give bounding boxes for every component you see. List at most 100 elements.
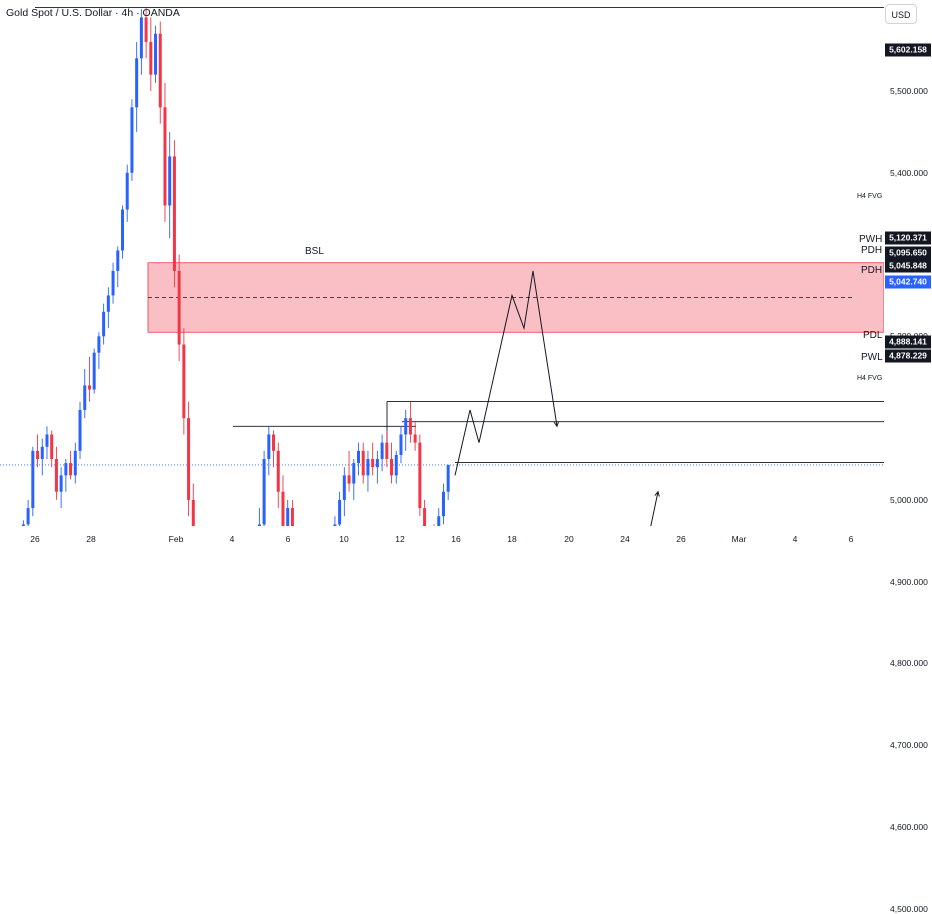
currency-button[interactable]: USD: [885, 4, 917, 24]
candle-body: [390, 459, 394, 476]
pdh-upper-label: PDH: [861, 245, 882, 256]
time-axis-label: 4: [229, 534, 235, 544]
fvg-bottom-label: H4 FVG: [857, 375, 882, 382]
time-axis[interactable]: [0, 526, 884, 550]
candle-body: [357, 450, 360, 464]
candle-body: [333, 524, 337, 526]
price-level-tag: 5,120.371: [885, 231, 931, 245]
price-chart[interactable]: BSL PWH PDH PDH PDL PWL H4 FVG H4 FVG: [0, 0, 884, 526]
price-tick-label: 4,700.000: [890, 740, 928, 751]
projection-arrowhead: [654, 490, 660, 497]
candle-body: [290, 508, 294, 526]
chart-area[interactable]: BSL PWH PDH PDH PDL PWL H4 FVG H4 FVG Go…: [0, 0, 884, 526]
pwh-label: PWH: [859, 234, 882, 245]
candle-body: [380, 442, 384, 460]
price-level-tag: 5,045.848: [885, 259, 931, 273]
candle-body: [441, 491, 445, 517]
time-axis-label: 6: [848, 534, 854, 544]
candle-body: [26, 508, 30, 525]
candle-body: [276, 450, 280, 492]
time-axis-label: Feb: [168, 534, 184, 544]
candle-body: [338, 499, 342, 525]
price-tick-label: 4,900.000: [890, 576, 928, 587]
candle-body: [399, 434, 403, 455]
symbol-title: Gold Spot / U.S. Dollar · 4h · OANDA: [6, 7, 180, 19]
time-axis-label: 20: [564, 534, 574, 544]
candle-body: [87, 385, 91, 390]
candle-body: [257, 524, 261, 526]
candle-body: [50, 434, 54, 460]
candle-body: [149, 41, 153, 75]
candle-body: [404, 418, 408, 435]
time-axis-label: 28: [86, 534, 96, 544]
candle-body: [92, 352, 96, 390]
time-axis-label: 10: [339, 534, 349, 544]
candle-body: [347, 475, 351, 484]
candle-body: [130, 107, 134, 173]
pdh-lower-label: PDH: [861, 265, 882, 276]
candle-body: [154, 33, 158, 75]
time-axis-label: 18: [507, 534, 517, 544]
candle-body: [59, 475, 63, 492]
candle-body: [102, 311, 106, 337]
price-level-tag: 5,602.158: [885, 43, 931, 57]
price-tick-label: 4,500.000: [890, 903, 928, 914]
candle-body: [267, 434, 271, 460]
candle-body: [125, 172, 129, 210]
candle-body: [437, 516, 441, 526]
candle-body: [73, 450, 77, 476]
price-tick-label: 4,800.000: [890, 658, 928, 669]
candle-body: [281, 491, 285, 526]
pwl-label: PWL: [861, 352, 883, 363]
candle-body: [286, 508, 290, 526]
candle-body: [423, 508, 427, 526]
price-tick-label: 5,000.000: [890, 494, 928, 505]
candle-body: [31, 450, 35, 509]
candle-body: [139, 17, 143, 59]
candle-body: [342, 475, 346, 500]
time-axis-label: 16: [451, 534, 461, 544]
candle-body: [191, 499, 195, 526]
candle-body: [385, 442, 389, 460]
projection-path: [454, 270, 558, 476]
price-level-tag: 4,878.229: [885, 349, 931, 363]
candle-body: [106, 295, 110, 312]
price-level-tag: 4,888.141: [885, 335, 931, 349]
candle-body: [121, 209, 124, 251]
candle-body: [69, 463, 73, 476]
candle-body: [446, 464, 450, 492]
candle-body: [187, 418, 191, 500]
time-axis-label: 24: [620, 534, 630, 544]
candle-body: [177, 270, 181, 345]
candle-body: [375, 459, 379, 468]
candle-body: [366, 459, 370, 476]
candle-body: [45, 434, 49, 447]
candle-body: [371, 459, 375, 468]
time-axis-label: 26: [676, 534, 686, 544]
candle-body: [413, 434, 417, 443]
candle-body: [64, 463, 68, 476]
projection-arrowhead: [553, 421, 560, 428]
candle-body: [135, 58, 139, 108]
candle-body: [144, 17, 148, 42]
price-tick-label: 5,500.000: [890, 86, 928, 96]
candle-body: [262, 459, 266, 525]
price-tick-label: 4,600.000: [890, 822, 928, 833]
candle-body: [182, 344, 186, 419]
candle-body: [408, 418, 412, 435]
candle-body: [116, 250, 120, 271]
fvg-top-label: H4 FVG: [857, 193, 882, 200]
pdl-label: PDL: [863, 330, 883, 341]
time-axis-label: Mar: [731, 534, 747, 544]
price-tick-label: 5,400.000: [890, 167, 928, 178]
projection-path: [650, 491, 659, 526]
candle-body: [83, 385, 87, 410]
time-axis-label: 6: [285, 534, 291, 544]
candle-body: [36, 450, 40, 460]
candle-body: [40, 446, 44, 460]
candle-body: [352, 463, 356, 484]
candle-body: [272, 434, 276, 451]
candle-body: [54, 459, 58, 492]
candle-body: [111, 270, 115, 296]
candle-body: [172, 156, 176, 271]
